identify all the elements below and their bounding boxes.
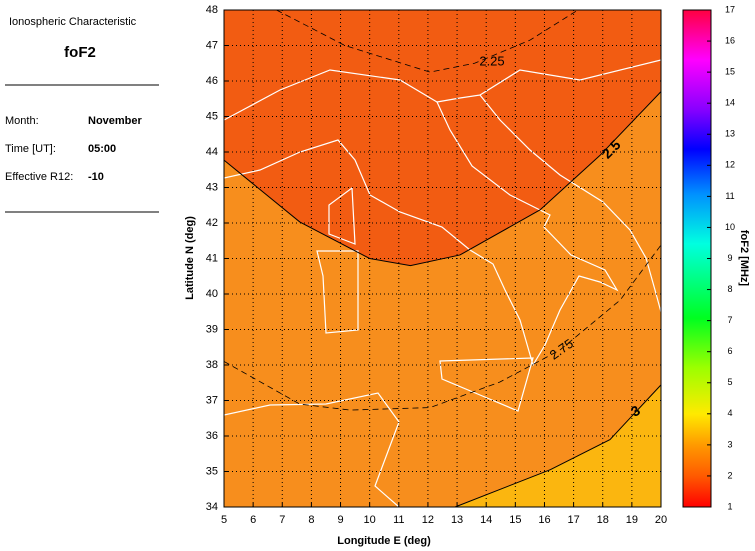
x-tick-label: 16 (538, 514, 550, 526)
y-tick-label: 38 (206, 359, 218, 371)
contour-region (455, 384, 661, 507)
parameter: foF2 (64, 44, 96, 61)
x-tick-label: 11 (393, 514, 404, 526)
y-tick-label: 44 (206, 146, 218, 158)
coastline (224, 392, 400, 507)
colorbar-tick-label: 9 (727, 253, 732, 263)
colorbar-tick-label: 11 (725, 191, 734, 201)
colorbar-tick-label: 7 (727, 315, 732, 325)
x-tick-label: 17 (567, 514, 579, 526)
coastline (328, 186, 356, 245)
contour-line (223, 244, 662, 411)
info-panel: Ionospheric Characteristic foF2 Month: N… (5, 16, 159, 213)
border (224, 59, 661, 121)
colorbar-tick-label: 16 (725, 35, 735, 45)
field-value: -10 (88, 171, 104, 183)
field-label: Effective R12: (5, 171, 73, 183)
field-value: 05:00 (88, 143, 116, 155)
y-tick-label: 37 (206, 394, 218, 406)
field-label: Month: (5, 115, 39, 127)
x-tick-label: 6 (250, 514, 256, 526)
x-axis-label: Longitude E (deg) (337, 535, 431, 547)
colorbar-tick-label: 13 (725, 129, 735, 139)
colorbar-tick-label: 14 (725, 98, 735, 108)
contour-label: 2.25 (479, 53, 504, 68)
y-tick-label: 39 (206, 323, 218, 335)
x-tick-label: 7 (279, 514, 285, 526)
contour-line (276, 9, 579, 73)
y-tick-label: 35 (206, 465, 218, 477)
colorbar-tick-label: 2 (727, 470, 732, 480)
colorbar (682, 9, 712, 508)
y-axis-label: Latitude N (deg) (184, 216, 196, 300)
x-tick-label: 19 (626, 514, 638, 526)
x-tick-label: 14 (480, 514, 492, 526)
colorbar-tick-label: 1 (727, 501, 732, 511)
colorbar-tick-label: 15 (725, 67, 735, 77)
y-tick-label: 45 (206, 110, 218, 122)
axes: 5 6 7 8 9 10 11 12 13 14 15 16 17 18 19 20 34 35 36 37 38 39 4… (206, 4, 667, 526)
coastline (316, 250, 359, 334)
y-tick-label: 43 (206, 181, 218, 193)
colorbar-tick-label: 8 (727, 284, 732, 294)
colorbar-label: foF2 [MHz] (738, 230, 750, 287)
colorbar-tick-label: 4 (727, 408, 732, 418)
coastline (439, 357, 534, 412)
colorbar-tick-label: 17 (725, 4, 735, 14)
x-tick-label: 20 (655, 514, 667, 526)
x-tick-label: 5 (221, 514, 227, 526)
y-tick-label: 42 (206, 217, 218, 229)
colorbar-tick-label: 12 (725, 160, 735, 170)
panel-heading: Ionospheric Characteristic (9, 16, 137, 28)
y-tick-label: 40 (206, 288, 218, 300)
field-label: Time [UT]: (5, 143, 56, 155)
y-tick-label: 46 (206, 75, 218, 87)
x-tick-label: 18 (597, 514, 609, 526)
contour-line (454, 384, 662, 508)
x-tick-label: 15 (509, 514, 521, 526)
y-tick-label: 36 (206, 430, 218, 442)
y-tick-label: 41 (206, 252, 218, 264)
x-tick-label: 8 (308, 514, 314, 526)
x-tick-label: 10 (364, 514, 376, 526)
x-tick-label: 12 (422, 514, 434, 526)
coastlines (224, 59, 661, 507)
y-tick-label: 47 (206, 39, 218, 51)
contour-line (223, 91, 662, 267)
y-tick-label: 34 (206, 501, 218, 513)
colorbar-tick-label: 6 (727, 346, 732, 356)
field-value: November (88, 115, 143, 127)
colorbar-tick-label: 5 (727, 377, 732, 387)
y-tick-label: 48 (206, 4, 218, 16)
colorbar-tick-label: 3 (727, 439, 732, 449)
x-tick-label: 9 (337, 514, 343, 526)
x-tick-label: 13 (451, 514, 463, 526)
colorbar-tick-label: 10 (725, 222, 735, 232)
coastline (224, 94, 661, 367)
